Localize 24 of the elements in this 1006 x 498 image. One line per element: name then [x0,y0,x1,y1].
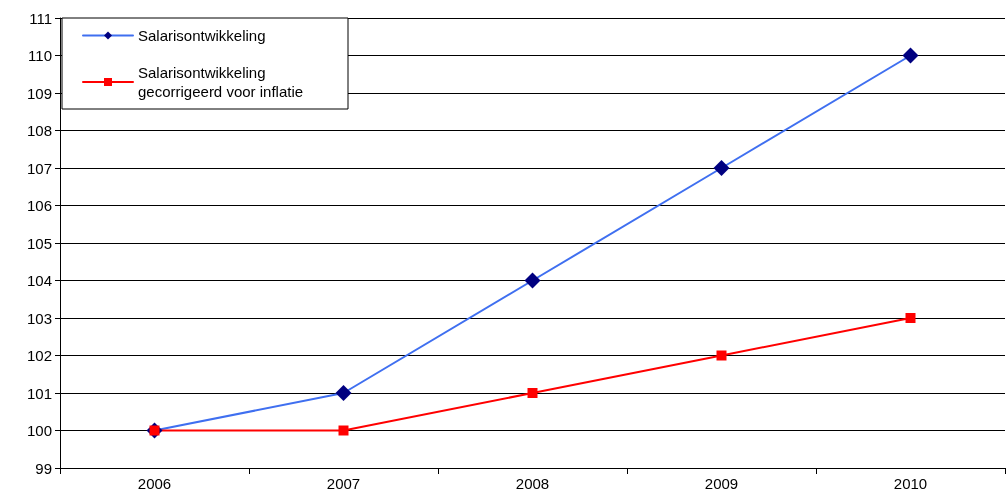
y-tick-label: 106 [26,197,52,214]
y-tick-label: 109 [26,84,52,102]
y-tick-label: 99 [35,459,52,477]
x-tick-label: 2010 [893,475,928,492]
x-tick-label: 2008 [515,475,550,492]
y-tick-label: 104 [26,272,52,289]
point [338,425,349,436]
point [905,313,916,323]
y-tick-label: 102 [26,347,52,364]
y-tick-label: 103 [26,309,52,327]
legend-label: Salarisontwikkeling gecorrigeerd voor inflatie [138,64,304,100]
y-tick-label: 107 [26,159,52,177]
y-tick-label: 108 [26,122,52,139]
y-tick-label: 105 [26,234,52,252]
x-tick-label: 2006 [137,475,172,492]
y-tick-label: 101 [26,384,52,402]
x-tick-label: 2007 [326,475,361,492]
y-tick-label: 111 [29,9,52,27]
legend-label: Salarisontwikkeling [138,27,266,44]
x-tick-label: 2009 [704,475,739,492]
y-tick-label: 110 [28,47,52,64]
y-tick-label: 100 [26,422,52,439]
point [527,388,538,398]
point [716,350,727,361]
